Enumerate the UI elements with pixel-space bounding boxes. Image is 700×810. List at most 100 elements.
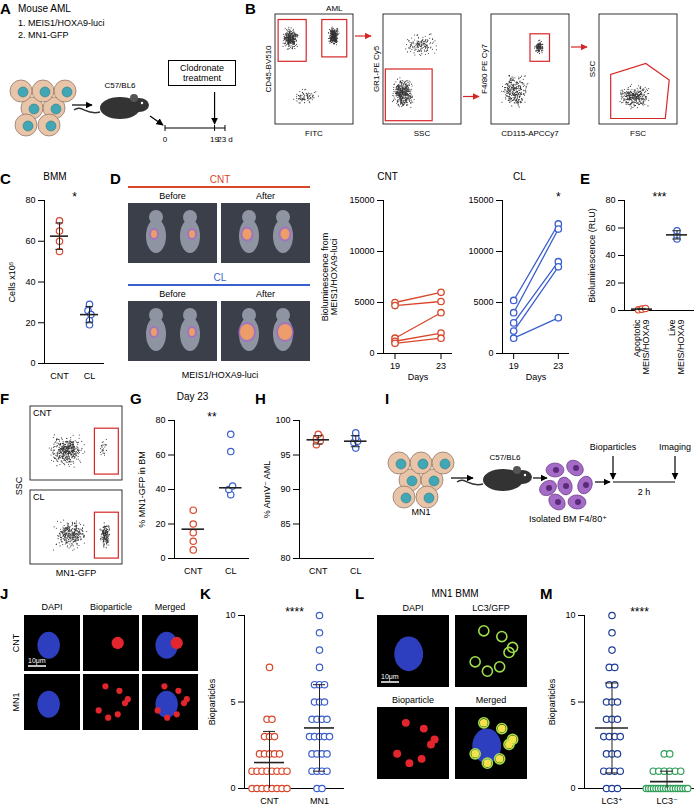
svg-text:2. MN1-GFP: 2. MN1-GFP xyxy=(18,30,69,40)
svg-text:0: 0 xyxy=(570,783,575,793)
svg-text:5000: 5000 xyxy=(473,297,493,307)
svg-text:DAPI: DAPI xyxy=(41,602,62,612)
svg-text:0: 0 xyxy=(163,135,168,144)
svg-text:% MN1-GFP in BM: % MN1-GFP in BM xyxy=(137,451,147,527)
svg-text:Bioluminescence (RLU): Bioluminescence (RLU) xyxy=(587,208,597,303)
svg-text:CNT: CNT xyxy=(210,174,231,185)
svg-text:60: 60 xyxy=(155,450,165,460)
svg-text:80: 80 xyxy=(280,553,290,563)
svg-text:85: 85 xyxy=(280,519,290,529)
svg-text:0: 0 xyxy=(488,348,493,358)
svg-text:80: 80 xyxy=(605,195,615,205)
svg-text:After: After xyxy=(256,191,275,201)
svg-text:CNT: CNT xyxy=(33,408,52,418)
svg-text:% AnnV⁻ AML: % AnnV⁻ AML xyxy=(262,461,272,518)
svg-text:MN1-GFP: MN1-GFP xyxy=(56,568,97,578)
svg-text:****: **** xyxy=(285,605,304,619)
svg-text:CL: CL xyxy=(84,371,96,381)
svg-text:CD115-APCCy7: CD115-APCCy7 xyxy=(501,129,559,138)
svg-text:Days: Days xyxy=(408,372,429,382)
svg-text:CNT: CNT xyxy=(184,566,203,576)
svg-text:20: 20 xyxy=(605,278,615,288)
svg-text:40: 40 xyxy=(605,250,615,260)
svg-text:C57/BL6: C57/BL6 xyxy=(489,453,521,462)
svg-text:Before: Before xyxy=(159,191,186,201)
svg-text:20: 20 xyxy=(155,519,165,529)
svg-text:10: 10 xyxy=(565,610,575,620)
svg-text:MN1 BMM: MN1 BMM xyxy=(431,588,478,599)
svg-text:10000: 10000 xyxy=(468,246,493,256)
svg-text:60: 60 xyxy=(25,236,35,246)
svg-text:60: 60 xyxy=(605,223,615,233)
svg-text:23: 23 xyxy=(436,361,446,371)
svg-text:MN1: MN1 xyxy=(411,507,430,517)
svg-text:90: 90 xyxy=(280,484,290,494)
svg-text:Bioparticles: Bioparticles xyxy=(547,678,557,725)
svg-text:CNT: CNT xyxy=(11,633,21,652)
svg-text:MN1: MN1 xyxy=(310,796,329,806)
svg-text:FITC: FITC xyxy=(305,129,323,138)
svg-text:5: 5 xyxy=(230,697,235,707)
svg-text:After: After xyxy=(256,289,275,299)
svg-text:10: 10 xyxy=(225,610,235,620)
svg-text:Bioparticles: Bioparticles xyxy=(590,442,637,452)
svg-text:Bioparticles: Bioparticles xyxy=(207,678,217,725)
svg-text:ApoptoticMEIS/HOXA9: ApoptoticMEIS/HOXA9 xyxy=(632,319,651,375)
svg-text:*: * xyxy=(72,190,77,204)
svg-text:Merged: Merged xyxy=(476,695,507,705)
svg-text:CNT: CNT xyxy=(260,796,279,806)
svg-text:Days: Days xyxy=(526,372,547,382)
svg-text:5: 5 xyxy=(570,697,575,707)
svg-text:**: ** xyxy=(207,410,217,424)
svg-text:LC3⁻: LC3⁻ xyxy=(656,796,678,806)
svg-text:GR1-PE Cy5: GR1-PE Cy5 xyxy=(372,45,381,92)
svg-text:MN1: MN1 xyxy=(11,692,21,711)
svg-text:AML: AML xyxy=(326,4,343,13)
svg-text:CL: CL xyxy=(225,566,237,576)
svg-text:80: 80 xyxy=(25,195,35,205)
svg-text:MEIS1/HOXA9-luci: MEIS1/HOXA9-luci xyxy=(182,370,259,380)
svg-text:Bioparticle: Bioparticle xyxy=(392,695,434,705)
svg-text:40: 40 xyxy=(25,277,35,287)
svg-text:19: 19 xyxy=(390,361,400,371)
svg-text:C57/BL6: C57/BL6 xyxy=(104,81,136,90)
svg-text:LiveMEIS/HOXA9: LiveMEIS/HOXA9 xyxy=(667,320,686,375)
svg-text:10000: 10000 xyxy=(349,246,374,256)
svg-text:SSC: SSC xyxy=(414,129,431,138)
svg-text:0: 0 xyxy=(160,553,165,563)
svg-text:15000: 15000 xyxy=(349,195,374,205)
svg-text:23: 23 xyxy=(553,361,563,371)
svg-text:2 h: 2 h xyxy=(638,487,651,497)
svg-text:CL: CL xyxy=(214,272,227,283)
svg-text:F4/80 PE Cy7: F4/80 PE Cy7 xyxy=(480,44,489,94)
svg-text:0: 0 xyxy=(30,358,35,368)
svg-text:95: 95 xyxy=(280,450,290,460)
svg-text:5000: 5000 xyxy=(354,297,374,307)
svg-text:CNT: CNT xyxy=(50,371,69,381)
svg-text:20: 20 xyxy=(25,318,35,328)
svg-text:40: 40 xyxy=(155,484,165,494)
svg-text:0: 0 xyxy=(369,348,374,358)
svg-text:23 d: 23 d xyxy=(217,135,233,144)
svg-text:CL: CL xyxy=(350,566,362,576)
svg-text:10μm: 10μm xyxy=(381,673,399,681)
svg-text:Mouse AML: Mouse AML xyxy=(18,3,71,14)
svg-text:10μm: 10μm xyxy=(28,657,46,665)
svg-text:LC3/GFP: LC3/GFP xyxy=(472,603,510,613)
svg-text:***: *** xyxy=(652,190,666,204)
svg-text:Before: Before xyxy=(159,289,186,299)
svg-text:CL: CL xyxy=(33,492,45,502)
svg-text:DAPI: DAPI xyxy=(402,603,423,613)
svg-text:*: * xyxy=(556,190,561,204)
svg-text:19: 19 xyxy=(509,361,519,371)
svg-text:Cells x10⁵: Cells x10⁵ xyxy=(7,261,17,302)
svg-text:SSC: SSC xyxy=(588,61,597,78)
svg-text:Imaging: Imaging xyxy=(659,442,691,452)
svg-text:LC3⁺: LC3⁺ xyxy=(601,796,623,806)
svg-text:Isolated BM F4/80⁺: Isolated BM F4/80⁺ xyxy=(529,514,607,524)
svg-text:0: 0 xyxy=(230,783,235,793)
svg-text:Bioparticle: Bioparticle xyxy=(90,602,132,612)
svg-text:100: 100 xyxy=(275,415,290,425)
svg-text:CD45-BV510: CD45-BV510 xyxy=(264,45,273,93)
svg-text:0: 0 xyxy=(610,305,615,315)
